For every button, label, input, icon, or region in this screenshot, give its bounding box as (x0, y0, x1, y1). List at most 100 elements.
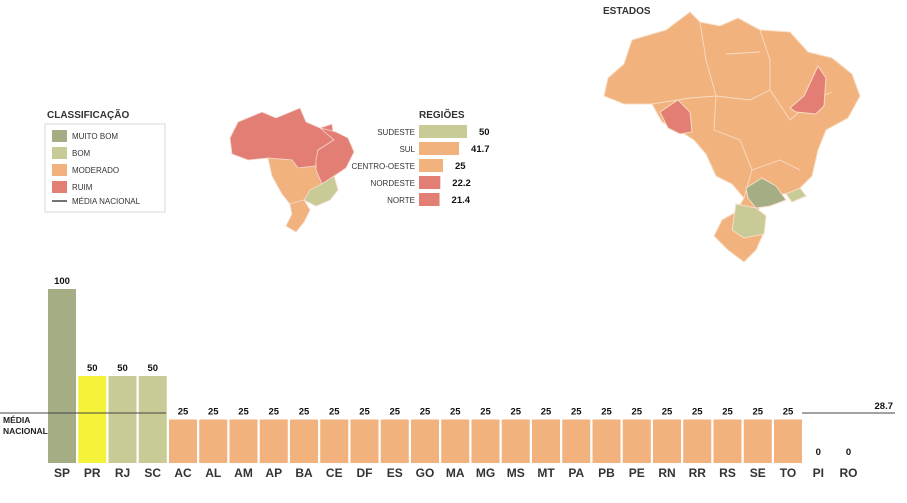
bar-value-rs: 25 (722, 407, 733, 418)
region-bar-centro-oeste (419, 159, 443, 172)
bar-value-ba: 25 (299, 407, 310, 418)
category-label-rj: RJ (115, 466, 130, 480)
bar-mt (532, 419, 560, 463)
legend-label-2: BOM (72, 149, 91, 158)
category-label-ms: MS (507, 466, 525, 480)
legend-label-1: MUITO BOM (72, 132, 118, 141)
bar-pb (592, 419, 621, 463)
bar-am (229, 419, 258, 463)
category-label-ba: BA (295, 466, 313, 480)
bar-value-ce: 25 (329, 407, 340, 418)
category-label-to: TO (780, 466, 796, 480)
legend-swatch-4 (52, 181, 67, 193)
category-label-ma: MA (446, 466, 465, 480)
region-label-nordeste: NORDESTE (371, 179, 415, 188)
bar-value-rj: 50 (117, 363, 128, 374)
legend-label-3: MODERADO (72, 166, 119, 175)
category-label-es: ES (387, 466, 403, 480)
category-label-ce: CE (326, 466, 343, 480)
bar-value-df: 25 (359, 407, 370, 418)
bar-value-ms: 25 (510, 407, 521, 418)
category-label-rr: RR (689, 466, 707, 480)
bar-value-ma: 25 (450, 407, 461, 418)
average-value-label: 28.7 (875, 401, 894, 412)
legend-average-label: MÉDIA NACIONAL (72, 197, 141, 206)
bar-sc (138, 376, 167, 463)
bar-rr (683, 419, 712, 463)
bar-value-sp: 100 (54, 276, 70, 287)
region-sudeste-shape (303, 175, 339, 207)
bar-ce (320, 419, 349, 463)
region-sul-shape (285, 199, 311, 233)
states-bar-chart: 100 SP 50 PR 50 RJ 50 SC 25 AC 25 AL 25 AM 25 AP 25 BA 25 C… (0, 276, 895, 480)
region-value-nordeste: 22.2 (452, 178, 471, 189)
bar-rs (713, 419, 742, 463)
legend-swatch-1 (52, 130, 67, 142)
state-rj-shape (785, 187, 807, 203)
legend-swatch-2 (52, 147, 67, 159)
bar-pa (562, 419, 591, 463)
bar-go (411, 419, 439, 463)
region-label-sudeste: SUDESTE (377, 128, 415, 137)
bar-value-al: 25 (208, 407, 219, 418)
region-bar-norte (419, 193, 440, 206)
states-map-title: ESTADOS (603, 6, 651, 17)
legend-label-4: RUIM (72, 183, 93, 192)
legend-swatch-3 (52, 164, 67, 176)
category-label-sp: SP (54, 466, 70, 480)
region-value-centro-oeste: 25 (455, 161, 466, 172)
legend-title: CLASSIFICAÇÃO (47, 108, 129, 121)
bar-mg (471, 419, 500, 463)
category-label-pe: PE (629, 466, 645, 480)
bar-es (380, 419, 409, 463)
average-label-line2: NACIONAL (3, 426, 48, 436)
category-label-se: SE (750, 466, 766, 480)
state-ac-shape (659, 99, 693, 135)
bar-rn (653, 419, 681, 463)
bar-ba (290, 419, 318, 463)
bar-ms (501, 419, 530, 463)
category-label-pr: PR (84, 466, 101, 480)
bar-value-rn: 25 (662, 407, 673, 418)
average-label-line1: MÉDIA (3, 415, 30, 425)
region-label-norte: NORTE (387, 196, 415, 205)
bar-value-pi: 0 (816, 447, 821, 458)
state-pi-shape (789, 64, 827, 115)
region-bar-sudeste (419, 125, 467, 138)
state-sp-shape (745, 177, 787, 209)
region-bar-nordeste (419, 176, 441, 189)
region-label-sul: SUL (399, 145, 415, 154)
bar-pr (78, 376, 107, 463)
bar-value-to: 25 (783, 407, 794, 418)
regions-title: REGIÕES (419, 108, 465, 121)
category-label-rn: RN (658, 466, 675, 480)
bar-value-ap: 25 (268, 407, 279, 418)
bar-ac (169, 419, 197, 463)
state-pr-sc-shape (731, 203, 767, 239)
bar-value-ro: 0 (846, 447, 851, 458)
bar-value-es: 25 (389, 407, 400, 418)
bar-se (743, 419, 772, 463)
category-label-pi: PI (813, 466, 824, 480)
category-label-ap: AP (265, 466, 282, 480)
region-bar-sul (419, 142, 460, 155)
bar-value-ac: 25 (178, 407, 189, 418)
classification-legend: CLASSIFICAÇÃO MUITO BOM BOM MODERADO RUIM M… (44, 108, 166, 213)
category-label-mg: MG (476, 466, 495, 480)
bar-al (199, 419, 228, 463)
bar-value-mt: 25 (541, 407, 552, 418)
region-value-sul: 41.7 (471, 144, 490, 155)
category-label-pa: PA (568, 466, 584, 480)
bar-to (774, 419, 802, 463)
category-label-df: DF (357, 466, 373, 480)
category-label-am: AM (234, 466, 253, 480)
region-value-norte: 21.4 (452, 195, 471, 206)
category-label-sc: SC (144, 466, 161, 480)
region-value-sudeste: 50 (479, 127, 490, 138)
bar-value-go: 25 (420, 407, 431, 418)
category-label-go: GO (416, 466, 435, 480)
regions-chart: REGIÕES SUDESTE 50 SUL 41.7 CENTRO-OESTE 25 NO… (351, 108, 490, 206)
bar-value-pr: 50 (87, 363, 98, 374)
bar-value-se: 25 (752, 407, 763, 418)
